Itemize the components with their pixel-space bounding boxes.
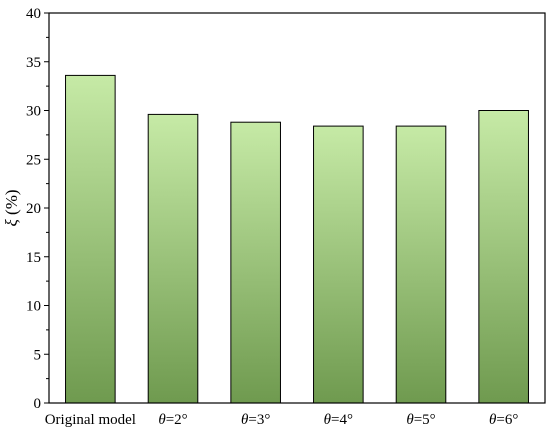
y-tick-label: 25 <box>26 152 41 168</box>
x-axis-category-labels: Original model θ=2° θ=3° θ=4° θ=5° θ=6° <box>45 412 519 428</box>
plot-frame <box>48 12 546 404</box>
y-axis-title-text: (%) <box>2 189 21 219</box>
bar <box>478 110 529 404</box>
x-category-label: Original model <box>45 412 136 428</box>
x-category-label: θ=4° <box>324 412 353 428</box>
bar <box>313 125 364 404</box>
y-axis-title: ξ (%) <box>2 189 21 226</box>
y-tick-label: 5 <box>34 347 42 363</box>
y-axis-title-symbol: ξ <box>2 219 21 227</box>
x-category-label: θ=5° <box>406 412 435 428</box>
y-tick-label: 20 <box>26 201 41 217</box>
y-tick-label: 30 <box>26 104 41 120</box>
x-category-label: θ=2° <box>158 412 187 428</box>
bars-group <box>65 74 529 404</box>
bar <box>395 125 447 404</box>
y-tick-label: 0 <box>34 396 42 412</box>
y-tick-label: 40 <box>26 6 41 22</box>
x-category-label: θ=3° <box>241 412 270 428</box>
bar <box>230 121 281 404</box>
y-tick-label: 15 <box>26 250 41 266</box>
x-category-label: θ=6° <box>489 412 518 428</box>
y-tick-label: 10 <box>26 299 41 315</box>
bar <box>147 113 199 404</box>
y-axis-ticks: 0 5 10 15 20 25 30 35 40 <box>26 6 49 412</box>
y-tick-label: 35 <box>26 55 41 71</box>
bar <box>65 74 116 404</box>
